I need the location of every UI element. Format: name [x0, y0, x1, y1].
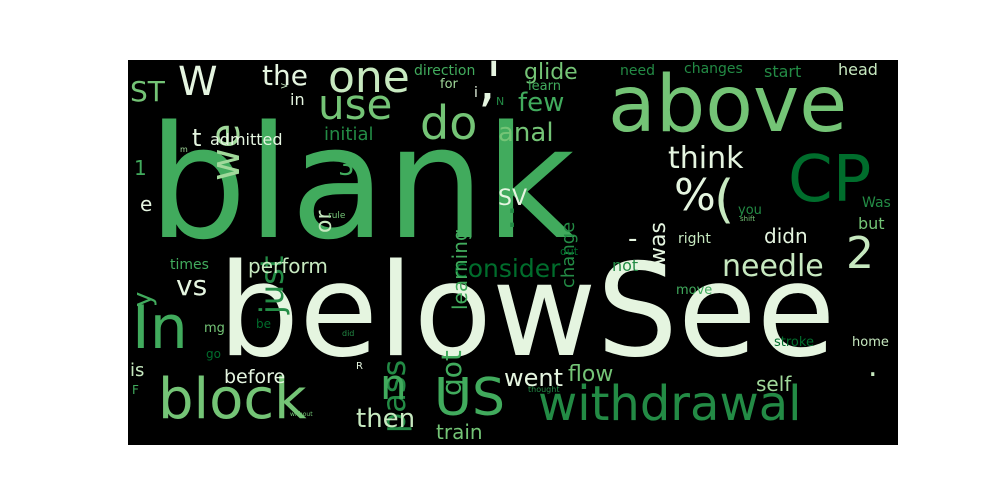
word-vs: vs: [176, 269, 208, 302]
word-3: 3: [338, 152, 355, 182]
word-colon: :: [506, 195, 519, 236]
word-move: move: [676, 283, 713, 298]
word-n-small: N: [496, 95, 505, 108]
word-cloud: blank belowSee above withdrawal block CP…: [128, 60, 898, 445]
word-belowsee: belowSee: [218, 237, 836, 386]
word-apostrophe: ': [486, 60, 502, 116]
word-consider: consider: [454, 254, 561, 283]
word-start: start: [764, 62, 802, 81]
word-without: without: [290, 411, 313, 418]
word-paren: (: [714, 170, 735, 230]
word-percent: %: [674, 170, 716, 221]
word-few: few: [518, 88, 565, 118]
word-learning: learning: [448, 228, 472, 310]
word-2: 2: [846, 228, 874, 279]
word-was: was: [646, 222, 671, 265]
word-in-large: In: [132, 293, 188, 363]
word-use: use: [318, 80, 393, 129]
word-above: above: [608, 60, 848, 150]
word-r: R: [356, 361, 363, 372]
word-period: .: [868, 349, 878, 384]
word-glide: glide: [524, 60, 578, 85]
word-dash: -: [628, 224, 638, 254]
word-go: go: [206, 347, 221, 361]
word-train: train: [436, 420, 483, 444]
word-in: in: [290, 90, 305, 109]
word-us: US: [434, 368, 506, 428]
word-shift: shift: [740, 215, 756, 223]
word-one: one: [328, 60, 410, 103]
word-mg: mg: [204, 321, 225, 336]
word-learn: learn: [528, 79, 561, 94]
word-blank: blank: [148, 92, 576, 274]
word-not: not: [612, 256, 639, 275]
word-direction: direction: [414, 63, 476, 79]
word-home: home: [852, 335, 889, 350]
word-admitted: admitted: [210, 130, 283, 149]
word-changes: changes: [684, 61, 743, 77]
word-m: m: [180, 145, 188, 154]
word-self: self: [756, 372, 792, 396]
word-head: head: [838, 60, 878, 79]
word-the: the: [262, 60, 308, 92]
word-then: then: [356, 404, 416, 434]
word-sv: SV: [498, 186, 528, 211]
word-be: be: [256, 317, 271, 331]
word-you: you: [738, 203, 762, 218]
word-didn: didn: [764, 224, 808, 248]
word-perform: perform: [248, 254, 328, 278]
word-block: block: [158, 367, 307, 432]
word-initial: initial: [324, 124, 374, 145]
word-right: right: [678, 231, 711, 247]
word-out: out: [560, 245, 579, 258]
word-y: y: [128, 291, 158, 307]
word-think: think: [668, 141, 744, 176]
word-need: need: [620, 63, 655, 79]
word-rule: rule: [328, 211, 346, 221]
word-but: but: [858, 214, 885, 233]
word-n: n: [380, 360, 407, 409]
word-t: t: [192, 124, 202, 152]
word-stroke: stroke: [774, 335, 814, 350]
word-withdrawal: withdrawal: [538, 376, 802, 432]
word-f: F: [132, 383, 139, 397]
word-i: i: [474, 85, 478, 101]
word-did: did: [342, 329, 355, 338]
word-st: ST: [130, 75, 165, 108]
word-1: 1: [134, 156, 147, 180]
word-flow: flow: [568, 362, 614, 387]
word-needle: needle: [722, 249, 824, 284]
word-thought: thought: [528, 385, 560, 394]
word-do: do: [420, 96, 478, 150]
word-comma: ,: [478, 60, 496, 114]
word-for: for: [440, 77, 458, 92]
word-is: is: [130, 360, 145, 381]
word-went: went: [504, 364, 564, 392]
word-e: e: [140, 192, 153, 216]
word-anal: anal: [498, 118, 554, 148]
word-cp: CP: [788, 143, 872, 217]
word-was-small: Was: [862, 195, 891, 211]
word-before: before: [224, 366, 286, 388]
word-gt: >: [280, 81, 289, 92]
word-w: W: [178, 60, 218, 105]
word-got: got: [435, 350, 468, 396]
word-times: times: [170, 257, 209, 273]
